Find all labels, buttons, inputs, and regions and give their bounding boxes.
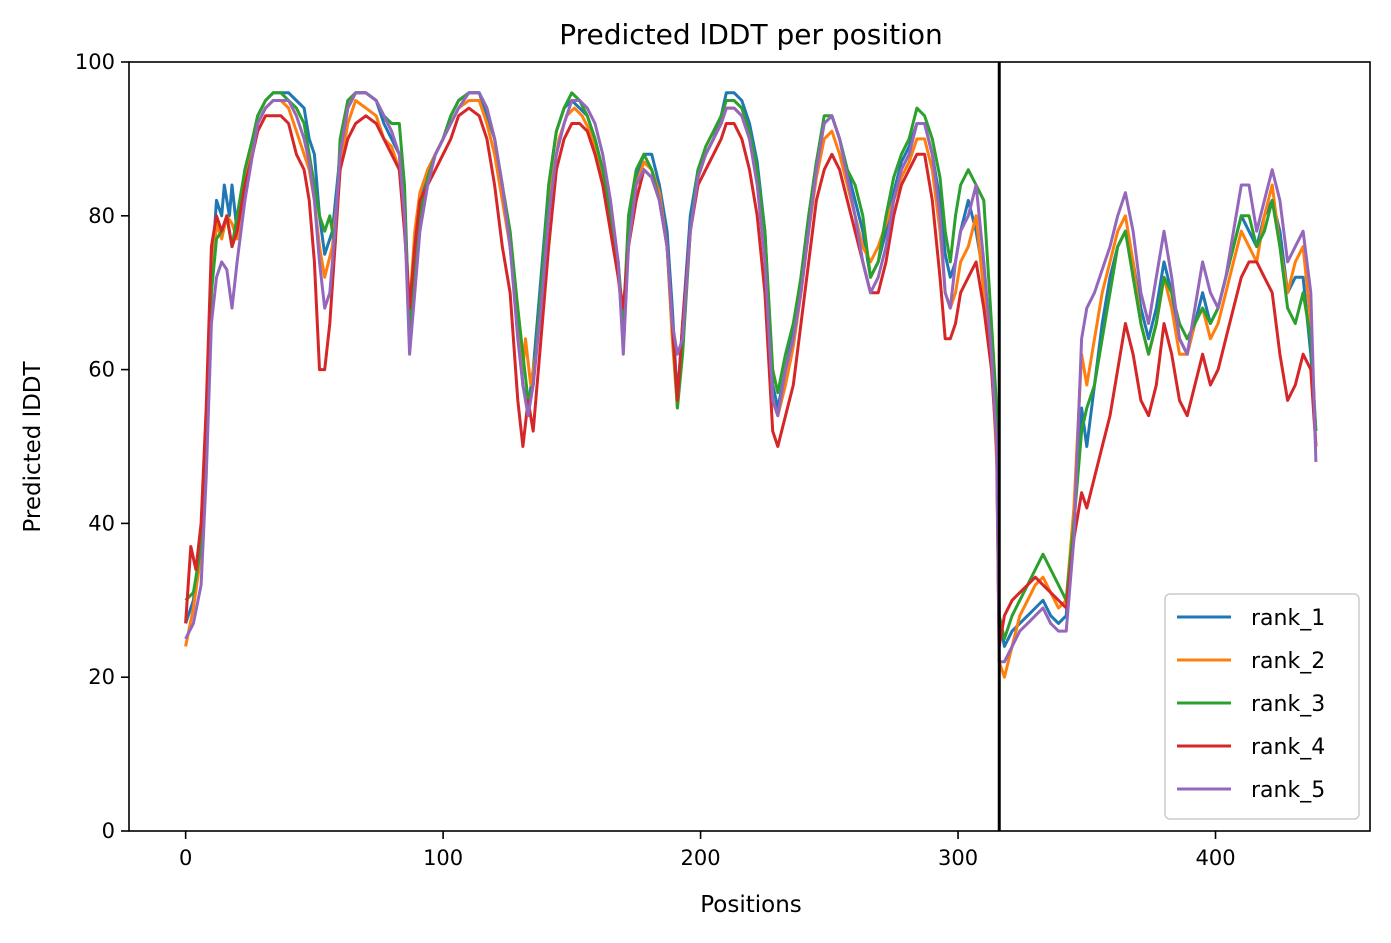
legend-box	[1164, 593, 1360, 820]
legend-label-rank-1: rank_1	[1251, 606, 1325, 631]
axes-frame	[128, 61, 1371, 832]
legend-label-rank-4: rank_4	[1251, 735, 1325, 760]
series-line-rank-3	[184, 91, 1318, 641]
x-tick-label: 200	[681, 846, 721, 870]
x-tick-label: 0	[179, 846, 192, 870]
legend-label-rank-3: rank_3	[1251, 692, 1325, 717]
x-axis-label: Positions	[700, 892, 802, 918]
x-tick-label: 300	[938, 846, 978, 870]
legend-label-rank-2: rank_2	[1251, 649, 1325, 674]
y-tick-label: 60	[88, 358, 115, 382]
series-lines	[184, 91, 1318, 679]
x-tick-label: 400	[1195, 846, 1235, 870]
axes: 0 100 200 300 400 0 20 40 60 80 100	[75, 50, 1371, 870]
y-tick-label: 0	[102, 819, 115, 843]
y-tick-label: 100	[75, 50, 115, 74]
series-line-rank-5	[184, 91, 1318, 664]
legend-label-rank-5: rank_5	[1251, 778, 1325, 803]
plot-area	[184, 62, 1318, 831]
x-tick-label: 100	[423, 846, 463, 870]
y-tick-label: 40	[88, 511, 115, 535]
series-line-rank-4	[184, 106, 1318, 648]
chart-title: Predicted lDDT per position	[559, 18, 943, 51]
legend: rank_1 rank_2 rank_3 rank_4 rank_5	[1164, 593, 1360, 820]
y-tick-label: 20	[88, 665, 115, 689]
y-axis-label: Predicted lDDT	[20, 360, 46, 532]
y-tick-label: 80	[88, 204, 115, 228]
